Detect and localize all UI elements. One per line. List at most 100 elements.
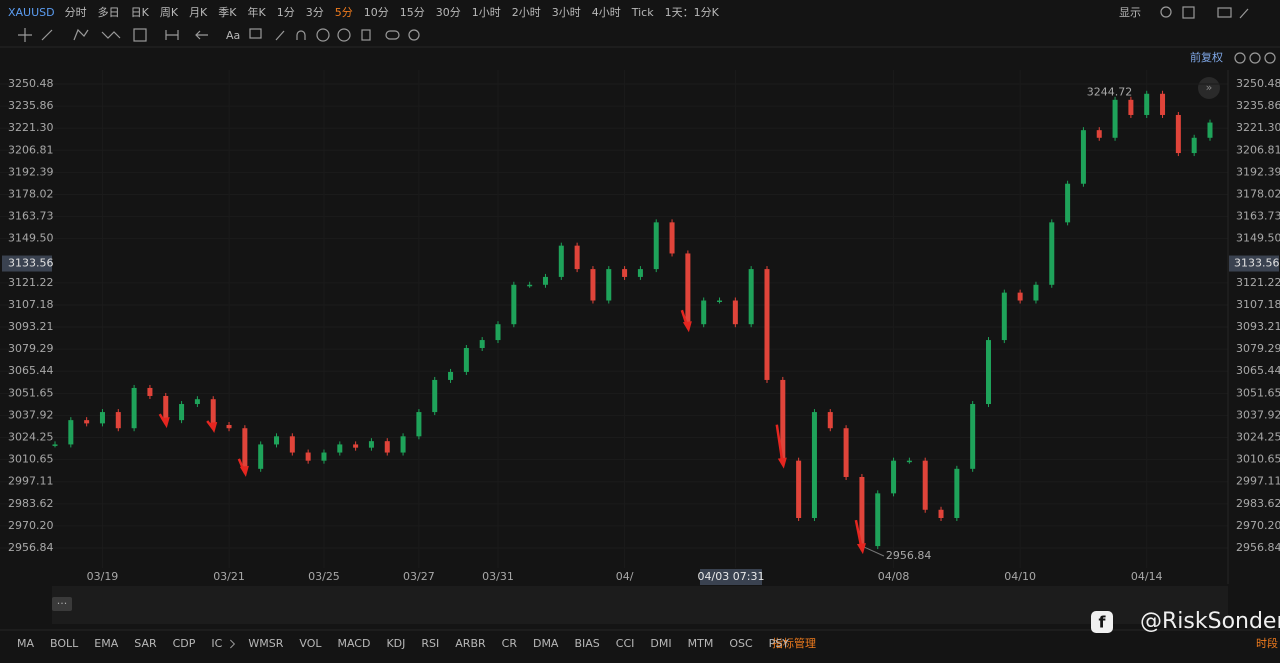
settings-icon[interactable] (1160, 6, 1172, 18)
y-tick-label-right: 3121.22 (1236, 276, 1280, 289)
y-tick-label: 3192.39 (8, 165, 54, 178)
indicator-manage[interactable]: 指标管理 (772, 636, 816, 650)
indicator-tab[interactable]: DMI (650, 637, 671, 650)
indicator-tab[interactable]: BIAS (574, 637, 599, 650)
checkbox[interactable] (1182, 6, 1195, 19)
period-tab[interactable]: 季K (218, 6, 237, 19)
indicator-tab[interactable]: CCI (616, 637, 635, 650)
indicator-tab[interactable]: CDP (173, 637, 196, 650)
low-label: 2956.84 (886, 549, 932, 562)
y-tick-label-right: 2970.20 (1236, 519, 1280, 532)
period-tab[interactable]: 多日 (98, 5, 120, 19)
y-tick-label: 3037.92 (8, 408, 54, 421)
measure-tool[interactable] (165, 30, 179, 40)
indicator-tab[interactable]: MA (17, 637, 34, 650)
note-tool[interactable] (249, 28, 262, 39)
indicator-tab[interactable]: CR (502, 637, 518, 650)
indicator-tab[interactable]: BOLL (50, 637, 79, 650)
arrow-head (160, 417, 170, 429)
current-price-tag (2, 255, 52, 272)
period-tab[interactable]: 周K (160, 6, 179, 19)
drawing-tools[interactable] (18, 6, 1276, 64)
navigator[interactable] (52, 586, 1228, 624)
period-tab[interactable]: 10分 (364, 6, 389, 19)
y-tick-label-right: 3149.50 (1236, 232, 1280, 245)
y-tick-label-right: 3079.29 (1236, 342, 1280, 355)
indicator-tab[interactable]: KDJ (386, 637, 405, 650)
reset-icon[interactable] (1234, 52, 1246, 64)
y-tick-label-right: 3093.21 (1236, 320, 1280, 333)
y-tick-label: 3235.86 (8, 99, 54, 112)
indicator-tab[interactable]: EMA (94, 637, 118, 650)
indicator-tab[interactable]: ARBR (455, 637, 486, 650)
wave-tool[interactable] (101, 31, 121, 39)
indicator-tab[interactable]: IC (211, 637, 222, 650)
x-tick-label: 03/21 (213, 570, 245, 583)
camera-icon[interactable] (1217, 7, 1232, 18)
adjust-mode[interactable]: 前复权 (1190, 50, 1223, 64)
fib-tool[interactable] (133, 28, 147, 42)
link-tool[interactable] (385, 30, 400, 40)
text-tool[interactable]: Aa (226, 29, 240, 42)
delete-tool[interactable] (361, 29, 371, 41)
y-tick-label-right: 3178.02 (1236, 187, 1280, 200)
period-tab[interactable]: 月K (189, 6, 208, 19)
indicator-tab[interactable]: SAR (134, 637, 157, 650)
pen-tool[interactable] (275, 30, 285, 41)
symbol[interactable]: XAUUSD (8, 6, 55, 19)
magnet-tool[interactable] (296, 30, 306, 40)
indicator-tab[interactable]: RSI (421, 637, 439, 650)
indicator-tab[interactable]: MACD (337, 637, 370, 650)
y-tick-label: 3093.21 (8, 320, 54, 333)
period-tab[interactable]: 3分 (306, 6, 324, 19)
crosshair-tag (700, 569, 762, 585)
period-tab[interactable]: 日K (131, 6, 150, 19)
current-price-tag-right (1229, 255, 1279, 272)
period-tab[interactable]: 30分 (436, 6, 461, 19)
y-tick-label: 2956.84 (8, 541, 54, 554)
period-tab[interactable]: 年K (248, 5, 267, 19)
period-tab[interactable]: 1小时 (472, 6, 501, 19)
lock-tool[interactable] (316, 28, 330, 42)
channel-tool[interactable] (73, 28, 89, 41)
navigator-menu[interactable] (52, 597, 72, 611)
period-tab[interactable]: 1分 (277, 6, 295, 19)
settings-tool[interactable] (408, 29, 420, 41)
period-tab[interactable]: 15分 (400, 6, 425, 19)
y-tick-label-right: 2997.11 (1236, 475, 1280, 488)
line-tool[interactable] (41, 29, 53, 41)
x-tick-label: 04/10 (1004, 570, 1036, 583)
period-tab[interactable]: 5分 (335, 6, 353, 19)
y-tick-label: 3107.18 (8, 298, 54, 311)
y-tick-label-right: 2956.84 (1236, 541, 1280, 554)
scroll-latest-button[interactable] (1198, 77, 1220, 99)
x-tick-label: 03/25 (308, 570, 340, 583)
navigator-menu-icon: ··· (57, 597, 68, 610)
crosshair-tool[interactable] (18, 28, 32, 42)
arrow-head (777, 457, 787, 469)
indicator-tab[interactable]: PSY (769, 637, 790, 650)
arrow-tool[interactable] (195, 30, 208, 40)
period-tab[interactable]: 分时 (65, 6, 87, 19)
indicator-tab[interactable]: MTM (688, 637, 714, 650)
arrow-shaft (775, 424, 785, 465)
y-tick-label: 3178.02 (8, 187, 54, 200)
period-tab[interactable]: 2小时 (512, 6, 541, 19)
zoom-out-icon[interactable] (1249, 52, 1261, 64)
period-tab[interactable]: 4小时 (592, 6, 621, 19)
y-tick-label: 3221.30 (8, 121, 54, 134)
indicator-tab[interactable]: OSC (729, 637, 753, 650)
hide-tool[interactable] (337, 28, 351, 42)
indicator-tab[interactable]: WMSR (248, 637, 283, 650)
y-tick-label-right: 2983.62 (1236, 497, 1280, 510)
indicator-tab[interactable]: DMA (533, 637, 559, 650)
period-tab[interactable]: Tick (631, 6, 654, 19)
edit-icon[interactable] (1239, 8, 1249, 19)
range-select[interactable]: 1天：1分K (665, 6, 720, 19)
period-tab[interactable]: 3小时 (552, 6, 581, 19)
y-tick-label: 3024.25 (8, 431, 54, 444)
display-menu[interactable]: 显示 (1119, 6, 1141, 19)
session-button[interactable]: 时段 (1256, 636, 1278, 650)
zoom-in-icon[interactable] (1264, 52, 1276, 64)
indicator-tab[interactable]: VOL (299, 637, 322, 650)
